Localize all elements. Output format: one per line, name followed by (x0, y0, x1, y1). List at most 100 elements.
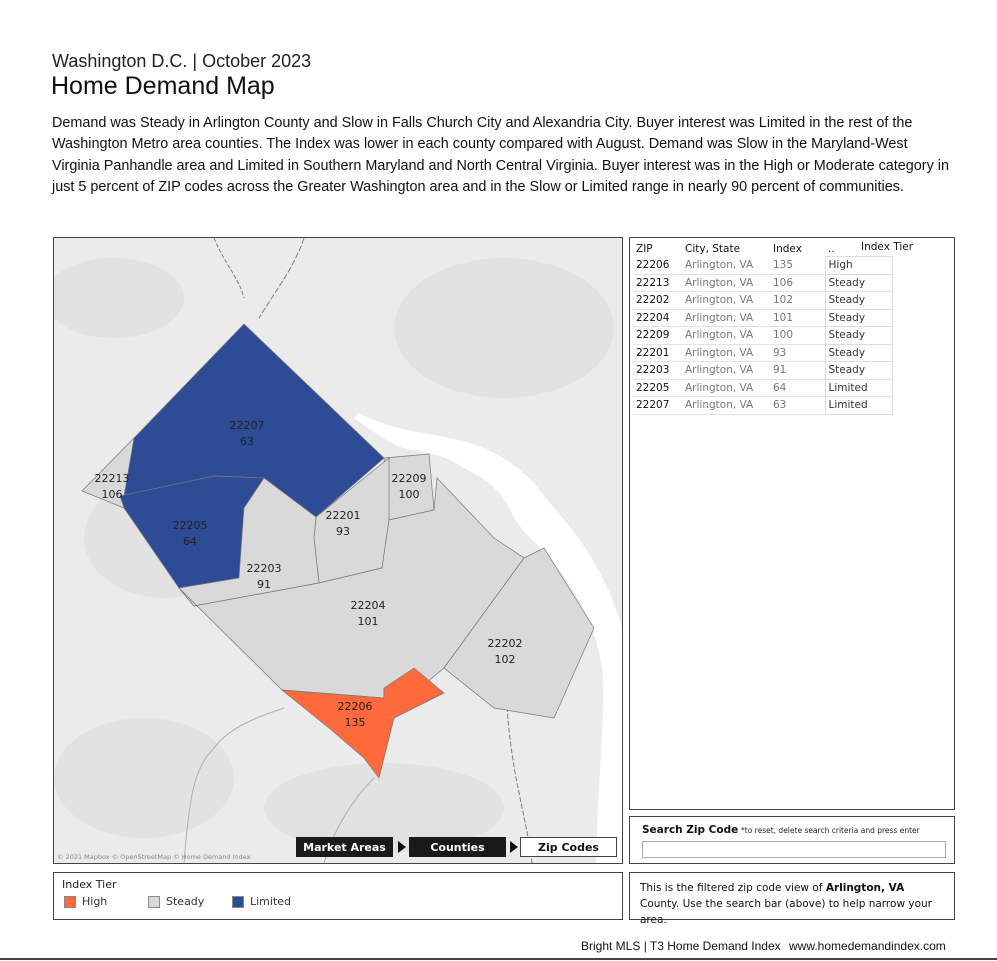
cell-city: Arlington, VA (682, 291, 770, 310)
cell-zip: 22213 (633, 274, 682, 292)
col-city-header[interactable]: City, State (685, 242, 741, 255)
zone-label-zip: 22209 (392, 472, 427, 485)
zone-label-zip: 22206 (338, 700, 373, 713)
zone-label-zip: 22202 (488, 637, 523, 650)
page-subtitle: Washington D.C. | October 2023 (52, 51, 312, 71)
legend-swatch-limited (232, 895, 244, 908)
cell-zip: 22209 (633, 326, 682, 345)
cell-zip: 22207 (633, 396, 682, 415)
zone-label-zip: 22207 (230, 419, 265, 432)
zone-label-zip: 22205 (173, 519, 208, 532)
table-row[interactable]: 22202 Arlington, VA 102 Steady (633, 291, 893, 310)
zone-label-index: 106 (102, 488, 123, 501)
table-row[interactable]: 22206 Arlington, VA 135 High (633, 256, 893, 275)
zip-code-map[interactable]: 22207 63 22213 106 22205 64 22209 100 22… (54, 238, 622, 863)
zone-label-index: 93 (336, 525, 350, 538)
map-panel[interactable]: 22207 63 22213 106 22205 64 22209 100 22… (53, 237, 623, 864)
note-suffix: County. Use the search bar (above) to he… (640, 898, 932, 926)
legend-item-limited[interactable]: Limited (232, 895, 291, 908)
cell-index: 91 (770, 361, 825, 380)
cell-tier: Limited (824, 378, 893, 397)
zone-label-index: 102 (495, 653, 516, 666)
cell-tier: Steady (824, 361, 893, 380)
table-row[interactable]: 22203 Arlington, VA 91 Steady (633, 361, 893, 380)
cell-city: Arlington, VA (682, 344, 770, 362)
table-row[interactable]: 22205 Arlington, VA 64 Limited (633, 378, 893, 397)
zip-zones[interactable] (81, 323, 595, 779)
bottom-divider (0, 958, 997, 960)
cell-zip: 22203 (633, 361, 682, 380)
cell-city: Arlington, VA (682, 361, 770, 380)
note-panel: This is the filtered zip code view of Ar… (629, 872, 955, 926)
zone-label-index: 64 (183, 535, 197, 548)
table-row[interactable]: 22204 Arlington, VA 101 Steady (633, 308, 893, 327)
col-zip-header[interactable]: ZIP (636, 242, 653, 255)
cell-index: 63 (770, 396, 825, 415)
cell-tier: Limited (824, 396, 893, 415)
cell-zip: 22202 (633, 291, 682, 310)
cell-city: Arlington, VA (682, 326, 770, 345)
col-tier-header[interactable]: .. Index Tier (825, 241, 913, 257)
zone-label-index: 63 (240, 435, 254, 448)
page-description: Demand was Steady in Arlington County an… (52, 115, 949, 195)
cell-index: 106 (770, 274, 825, 292)
cell-index: 135 (770, 256, 825, 275)
cell-index: 64 (770, 379, 825, 397)
footer-brand: Bright MLS | T3 Home Demand Index (581, 939, 781, 953)
cell-index: 102 (770, 291, 825, 310)
legend-item-high[interactable]: High (64, 895, 107, 908)
breadcrumb-counties[interactable]: Counties (409, 837, 506, 857)
col-index-header[interactable]: Index (773, 242, 802, 255)
zone-label-zip: 22203 (247, 562, 282, 575)
zone-22202[interactable] (443, 547, 595, 719)
zip-table: ZIP City, State Index .. Index Tier 22206… (633, 241, 913, 415)
cell-tier: Steady (824, 291, 893, 310)
search-input[interactable] (642, 841, 946, 858)
cell-city: Arlington, VA (682, 396, 770, 415)
zip-table-body: 22206 Arlington, VA 135 High 22213 Arlington,… (633, 256, 893, 415)
footer-website-link[interactable]: www.homedemandindex.com (789, 939, 946, 953)
breadcrumb-zip-codes[interactable]: Zip Codes (520, 837, 617, 857)
cell-zip: 22206 (633, 256, 682, 275)
cell-city: Arlington, VA (682, 274, 770, 292)
legend-label: High (82, 895, 108, 908)
cell-city: Arlington, VA (682, 256, 770, 275)
legend-panel: Index Tier High Steady Limited (53, 872, 623, 920)
zone-22209[interactable] (383, 453, 435, 521)
search-panel: Search Zip Code *to reset, delete search… (629, 816, 955, 864)
breadcrumb-arrow-icon (510, 841, 518, 853)
table-row[interactable]: 22213 Arlington, VA 106 Steady (633, 273, 893, 292)
zone-labels: 22207 63 22213 106 22205 64 22209 100 22… (95, 419, 523, 729)
cell-tier: High (824, 256, 893, 275)
zone-label-index: 135 (345, 716, 366, 729)
zone-label-zip: 22201 (326, 509, 361, 522)
header-dots: .. (828, 242, 835, 255)
cell-city: Arlington, VA (682, 379, 770, 397)
legend-label: Steady (166, 895, 205, 908)
cell-tier: Steady (824, 308, 893, 327)
zone-label-zip: 22213 (95, 472, 130, 485)
table-row[interactable]: 22207 Arlington, VA 63 Limited (633, 396, 893, 415)
table-header-row: ZIP City, State Index .. Index Tier (633, 241, 913, 257)
table-row[interactable]: 22201 Arlington, VA 93 Steady (633, 343, 893, 362)
breadcrumb-market-areas[interactable]: Market Areas (296, 837, 393, 857)
zone-label-index: 100 (399, 488, 420, 501)
search-label: Search Zip Code (642, 824, 739, 836)
legend-item-steady[interactable]: Steady (148, 895, 204, 908)
river (354, 413, 622, 863)
note-county: Arlington, VA (825, 882, 905, 894)
legend-swatch-high (64, 895, 76, 908)
legend-swatch-steady (148, 895, 160, 908)
note-text: This is the filtered zip code view of Ar… (640, 880, 945, 928)
cell-tier: Steady (824, 326, 893, 345)
map-attribution: © 2021 Mapbox © OpenStreetMap © Home Dem… (57, 853, 251, 861)
cell-tier: Steady (824, 343, 893, 362)
cell-zip: 22204 (633, 309, 682, 327)
legend-title: Index Tier (62, 878, 117, 891)
table-row[interactable]: 22209 Arlington, VA 100 Steady (633, 326, 893, 345)
note-prefix: This is the filtered zip code view of (640, 882, 826, 894)
cell-city: Arlington, VA (682, 309, 770, 327)
zone-22206[interactable] (280, 667, 445, 779)
cell-zip: 22201 (633, 344, 682, 362)
zip-table-panel: ZIP City, State Index .. Index Tier 22206… (629, 237, 955, 810)
